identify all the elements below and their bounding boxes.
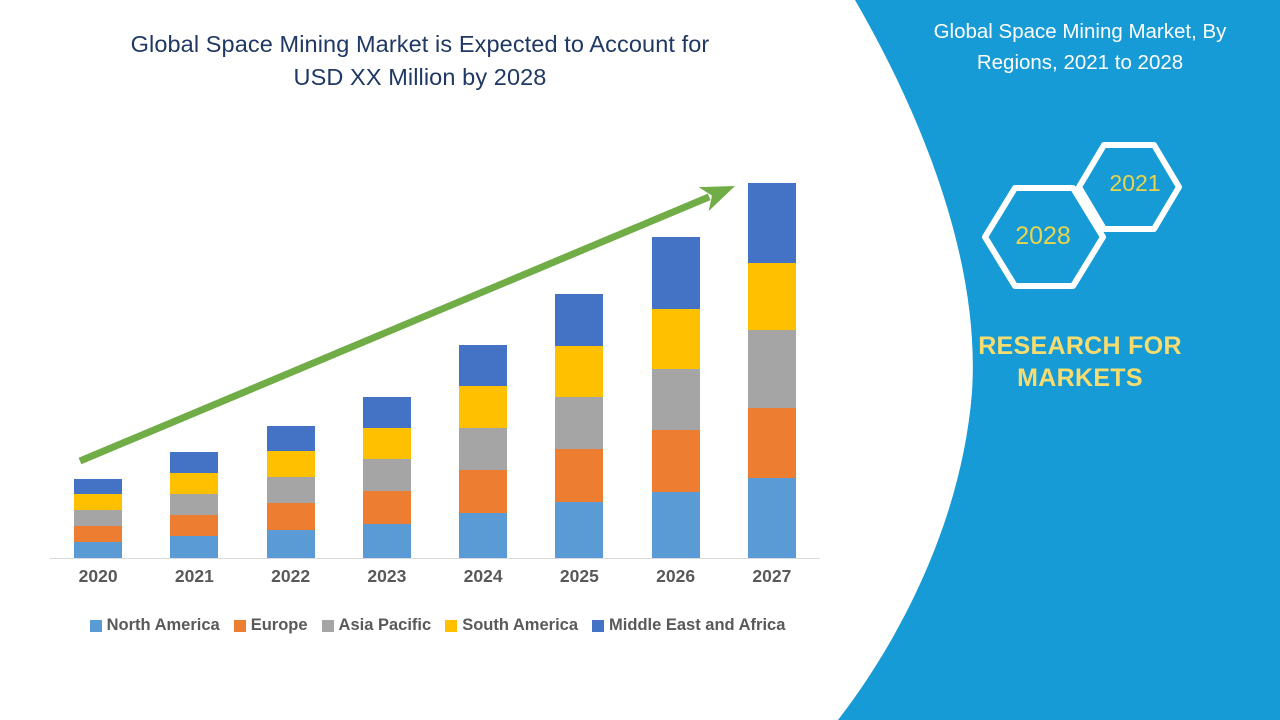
bar-segment	[555, 502, 604, 558]
legend-swatch-icon	[89, 619, 102, 632]
x-axis-label: 2025	[559, 566, 599, 586]
bar-segment	[362, 428, 411, 459]
hexagon-2028-shape	[982, 185, 1106, 289]
legend-label: Europe	[250, 616, 308, 634]
bar-segment	[362, 459, 411, 491]
bar-segment	[747, 478, 796, 558]
legend-item[interactable]: North America	[89, 616, 220, 635]
bar-segment	[555, 397, 604, 449]
legend-swatch-icon	[445, 619, 458, 632]
bar-group-2020	[74, 479, 123, 558]
bar-segment	[362, 524, 411, 558]
right-panel-title-line-2: Regions, 2021 to 2028	[976, 51, 1184, 74]
bar-group-2027	[747, 183, 796, 558]
bar-segment	[170, 494, 219, 515]
legend-item[interactable]: Europe	[233, 616, 308, 635]
bar-segment	[74, 526, 123, 542]
bar-segment	[266, 451, 315, 477]
bar-segment	[362, 491, 411, 524]
bar-segment	[459, 428, 508, 470]
bar-segment	[747, 263, 796, 330]
bar-segment	[170, 515, 219, 536]
page-title-line-1: Global Space Mining Market is Expected t…	[130, 31, 710, 57]
hexagon-badges: 2028 2021	[975, 140, 1275, 290]
plot-area	[50, 150, 820, 558]
x-axis-label: 2024	[463, 566, 503, 586]
bar-group-2021	[170, 452, 219, 558]
bar-segment	[651, 369, 700, 430]
legend-label: Middle East and Africa	[609, 616, 786, 634]
bar-group-2026	[651, 237, 700, 558]
bar-segment	[74, 542, 123, 558]
brand-wordmark: RESEARCH FOR MARKETS	[880, 330, 1280, 394]
x-axis-label: 2021	[174, 566, 214, 586]
brand-line-2: MARKETS	[1017, 364, 1143, 392]
hexagon-label-2028: 2028	[1015, 222, 1071, 250]
bar-segment	[747, 330, 796, 408]
x-axis-label: 2023	[367, 566, 407, 586]
bar-segment	[651, 309, 700, 369]
brand-line-1: RESEARCH FOR	[978, 332, 1182, 360]
right-panel-content: Global Space Mining Market, By Regions, …	[880, 0, 1280, 720]
x-axis-labels: 2020 2021 2022 2023 2024 2025 2026 2027	[50, 566, 820, 596]
bar-segment	[459, 513, 508, 558]
legend-item[interactable]: Middle East and Africa	[592, 616, 785, 635]
legend-item[interactable]: South America	[445, 616, 578, 635]
bar-segment	[74, 479, 123, 494]
bar-segment	[651, 492, 700, 558]
bar-segment	[459, 345, 508, 386]
x-axis-label: 2026	[656, 566, 696, 586]
x-axis-line	[50, 558, 820, 559]
bar-segment	[266, 477, 315, 503]
bar-group-2025	[555, 294, 604, 558]
bars-layer	[50, 150, 820, 558]
bar-segment	[555, 346, 604, 397]
hexagon-outlines	[982, 142, 1182, 289]
legend-label: North America	[106, 616, 220, 634]
bar-segment	[266, 503, 315, 530]
bar-group-2024	[459, 345, 508, 558]
right-panel-title-line-1: Global Space Mining Market, By	[933, 20, 1227, 43]
bar-segment	[459, 470, 508, 513]
bar-segment	[459, 386, 508, 428]
hexagon-2021-shape	[1076, 142, 1182, 232]
legend-swatch-icon	[233, 619, 246, 632]
legend-item[interactable]: Asia Pacific	[321, 616, 432, 635]
bar-group-2022	[266, 426, 315, 558]
chart-panel: Global Space Mining Market is Expected t…	[50, 28, 825, 635]
page-title: Global Space Mining Market is Expected t…	[60, 28, 780, 94]
chart-legend: North America Europe Asia Pacific South Ame…	[50, 616, 825, 635]
bar-segment	[266, 530, 315, 558]
hexagon-label-2021: 2021	[1109, 170, 1161, 196]
bar-segment	[74, 494, 123, 510]
bar-segment	[362, 397, 411, 428]
bar-segment	[651, 430, 700, 492]
bar-segment	[747, 183, 796, 263]
legend-swatch-icon	[321, 619, 334, 632]
x-axis-label: 2027	[752, 566, 792, 586]
bar-group-2023	[362, 397, 411, 558]
bar-segment	[651, 237, 700, 309]
legend-label: Asia Pacific	[338, 616, 432, 634]
legend-label: South America	[462, 616, 579, 634]
x-axis-label: 2020	[78, 566, 118, 586]
bar-segment	[170, 473, 219, 494]
right-panel-title: Global Space Mining Market, By Regions, …	[880, 16, 1280, 78]
bar-segment	[747, 408, 796, 478]
bar-segment	[170, 452, 219, 473]
bar-segment	[555, 294, 604, 346]
bar-segment	[170, 536, 219, 558]
x-axis-label: 2022	[271, 566, 311, 586]
page-title-line-2: USD XX Million by 2028	[293, 64, 547, 90]
legend-swatch-icon	[592, 619, 605, 632]
bar-segment	[555, 449, 604, 502]
bar-segment	[74, 510, 123, 526]
bar-segment	[266, 426, 315, 451]
